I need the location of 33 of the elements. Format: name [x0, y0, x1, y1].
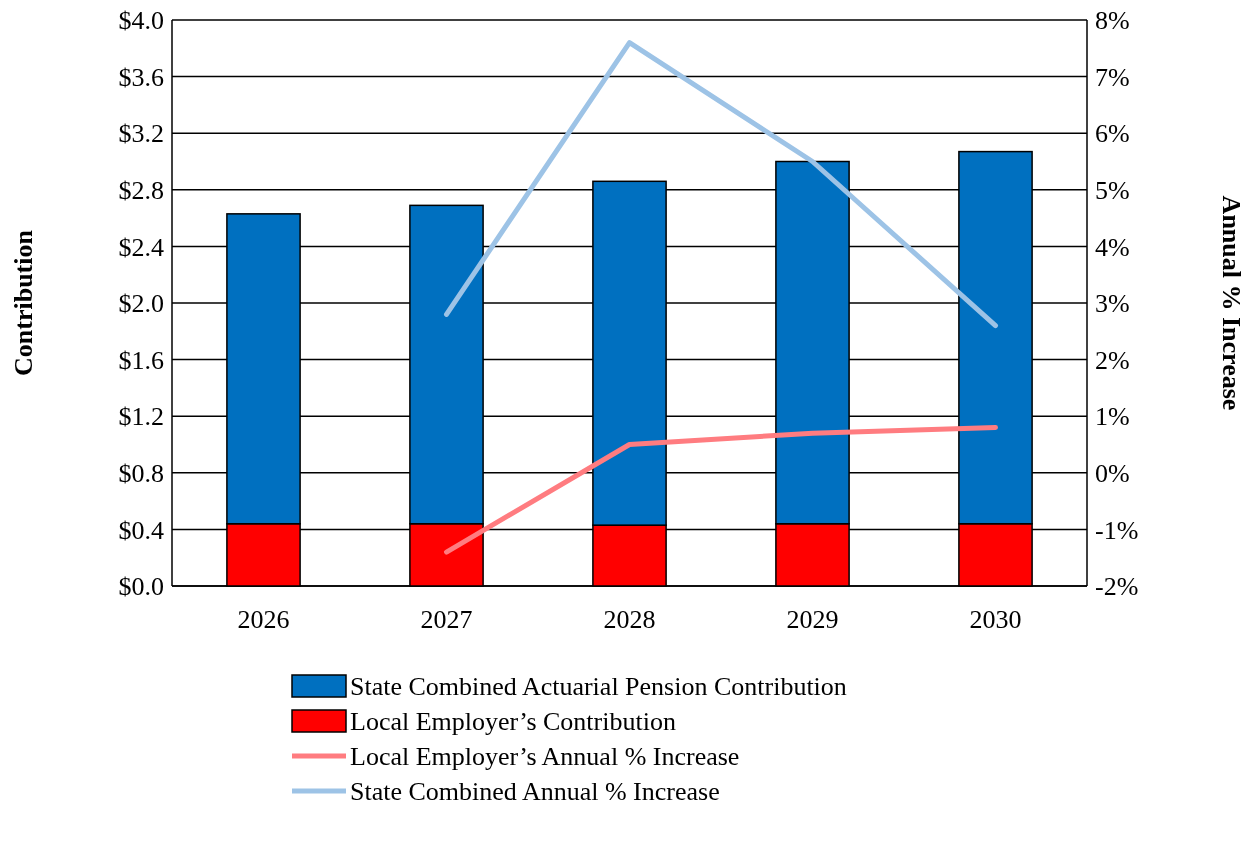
- y-tick-label: $3.2: [118, 119, 164, 149]
- y-tick-label: $2.0: [118, 289, 164, 319]
- y2-tick-label: -2%: [1095, 572, 1139, 602]
- y2-tick-label: 6%: [1095, 119, 1130, 149]
- y-axis-title: Contribution: [9, 229, 38, 376]
- y-tick-label: $4.0: [118, 6, 164, 36]
- y-tick-label: $1.6: [118, 345, 164, 375]
- x-tick-label: 2027: [420, 605, 473, 634]
- y2-tick-label: 4%: [1095, 232, 1130, 262]
- x-tick-label: 2030: [969, 605, 1022, 634]
- y2-tick-label: 2%: [1095, 345, 1130, 375]
- y2-tick-label: 0%: [1095, 458, 1130, 488]
- y2-axis-title: Annual % Increase: [1217, 195, 1245, 411]
- y-tick-label: $0.0: [118, 572, 164, 602]
- x-tick-label: 2029: [786, 605, 839, 634]
- y2-tick-label: 8%: [1095, 6, 1130, 36]
- y-tick-label: $0.8: [118, 458, 164, 488]
- y-tick-label: $3.6: [118, 62, 164, 92]
- y-tick-label: $0.4: [118, 515, 164, 545]
- y2-tick-label: 3%: [1095, 289, 1130, 319]
- x-tick-label: 2028: [603, 605, 656, 634]
- y-tick-label: $2.8: [118, 175, 164, 205]
- y2-tick-label: 7%: [1095, 62, 1130, 92]
- y2-tick-label: 5%: [1095, 175, 1130, 205]
- legend-label: Local Employer’s Annual % Increase: [350, 742, 740, 772]
- y2-tick-label: 1%: [1095, 402, 1130, 432]
- legend-label: Local Employer’s Contribution: [350, 707, 676, 737]
- y-tick-label: $1.2: [118, 402, 164, 432]
- legend-label: State Combined Actuarial Pension Contribution: [350, 672, 847, 702]
- y-tick-label: $2.4: [118, 232, 164, 262]
- x-tick-label: 2026: [237, 605, 290, 634]
- y2-tick-label: -1%: [1095, 515, 1139, 545]
- legend-label: State Combined Annual % Increase: [350, 777, 720, 807]
